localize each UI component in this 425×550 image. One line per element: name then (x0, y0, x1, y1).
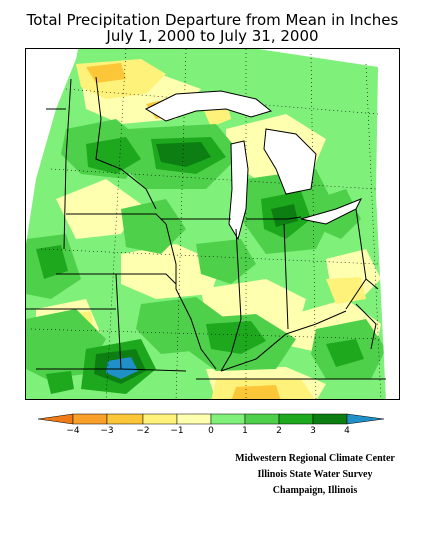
legend-tick-label: −3 (100, 426, 114, 436)
legend-tick-label: 4 (344, 426, 350, 436)
legend-swatch-minus2-minus1 (142, 413, 178, 425)
legend-tick-label: 1 (242, 426, 248, 436)
legend-swatch-minus3-minus2 (106, 413, 144, 425)
legend-swatch-gt-4 (346, 413, 385, 425)
legend-tick-label: −2 (136, 426, 150, 436)
legend-bar (37, 413, 385, 425)
map-canvas (26, 49, 386, 399)
legend-tick-label: −4 (66, 426, 80, 436)
credit-center: Midwestern Regional Climate Center (235, 453, 395, 464)
state-boundaries (26, 76, 386, 380)
credit-location: Champaign, Illinois (272, 485, 358, 496)
map-title: Total Precipitation Departure from Mean … (26, 11, 399, 29)
legend-swatch-lt-minus4 (37, 413, 74, 425)
legend-swatch-1-2 (244, 413, 280, 425)
credit-survey: Illinois State Water Survey (257, 469, 373, 480)
legend-tick-label: 3 (310, 426, 316, 436)
graticule (30, 49, 383, 399)
legend-swatch-0-1 (210, 413, 246, 425)
legend-swatch-3-4 (312, 413, 348, 425)
legend-swatch-minus4-minus3 (72, 413, 108, 425)
legend-tick-label: 0 (208, 426, 214, 436)
great-lakes (144, 90, 363, 241)
map-date-range: July 1, 2000 to July 31, 2000 (106, 27, 319, 45)
precipitation-map (25, 48, 400, 400)
legend-tick-label: 2 (276, 426, 282, 436)
legend-tick-label: −1 (170, 426, 184, 436)
legend-swatch-2-3 (278, 413, 314, 425)
legend-swatch-minus1-0 (176, 413, 212, 425)
